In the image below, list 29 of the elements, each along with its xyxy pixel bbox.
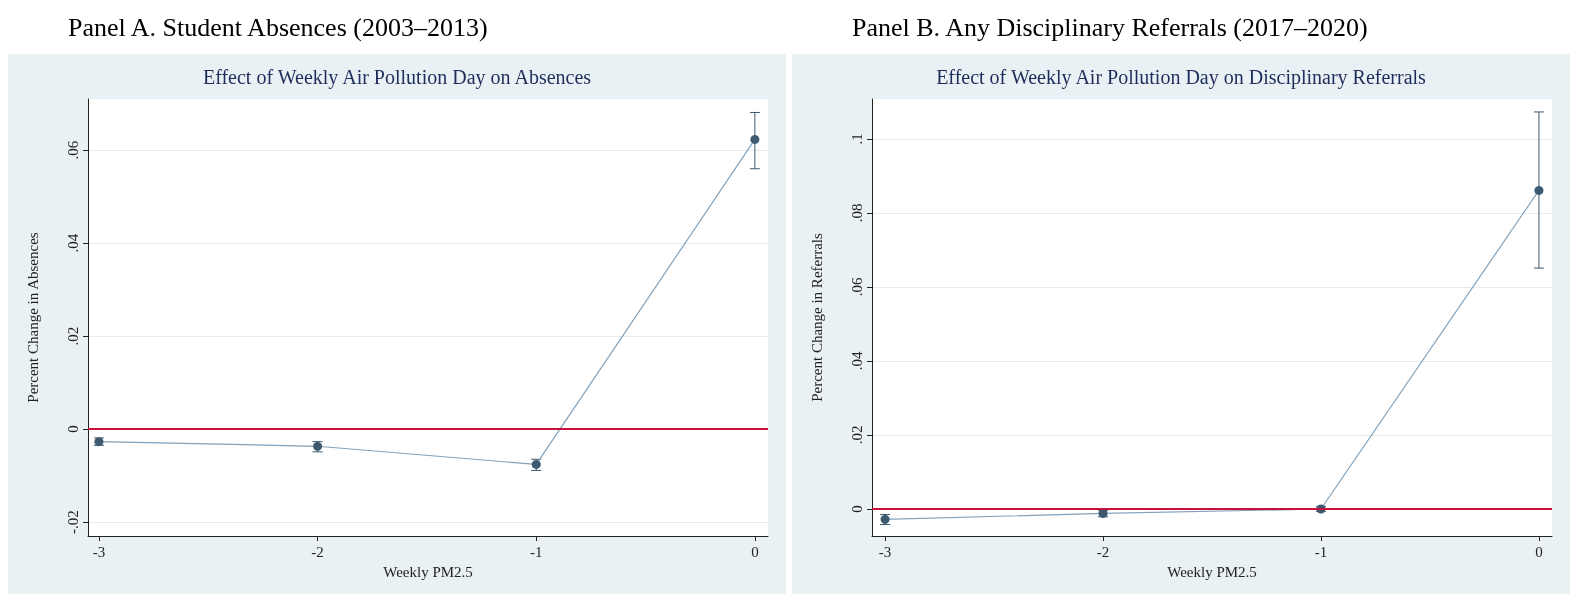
chart-title: Panel A. Student Absences (2003–2013) [67,12,489,44]
x-tick-label: -2 [311,543,324,560]
y-axis-title: Percent Change in Referrals [808,233,825,402]
y-axis-title: Percent Change in Absences [24,232,41,403]
y-tick-label: .1 [848,133,865,145]
x-tick-label: -1 [1314,543,1328,560]
y-tick-label: -.02 [64,510,81,534]
x-tick-label: -3 [878,543,892,560]
point [1534,185,1544,195]
y-tick-label: .06 [848,277,865,297]
x-tick-label: -1 [529,543,543,560]
y-tick-label: .02 [848,425,865,445]
x-axis-title: Weekly PM2.5 [1167,563,1257,580]
y-tick-label: .08 [848,203,865,223]
x-tick-label: 0 [751,543,759,560]
chart-subtitle: Effect of Weekly Air Pollution Day on Disciplinary Referrals [936,66,1427,89]
y-tick-label: 0 [848,505,865,513]
point [750,134,760,144]
y-tick-label: .04 [64,233,81,253]
y-tick-label: .02 [64,326,81,346]
x-tick-label: -3 [92,543,106,560]
y-tick-label: .04 [848,351,865,371]
chart-subtitle: Effect of Weekly Air Pollution Day on Absences [202,66,592,89]
x-tick-label: -2 [1096,543,1110,560]
x-axis-title: Weekly PM2.5 [383,563,473,580]
x-tick-label: 0 [1535,543,1543,560]
y-tick-label: 0 [64,425,81,433]
y-tick-label: .06 [64,140,81,160]
chart-title: Panel B. Any Disciplinary Referrals (2017–2020) [851,12,1369,44]
